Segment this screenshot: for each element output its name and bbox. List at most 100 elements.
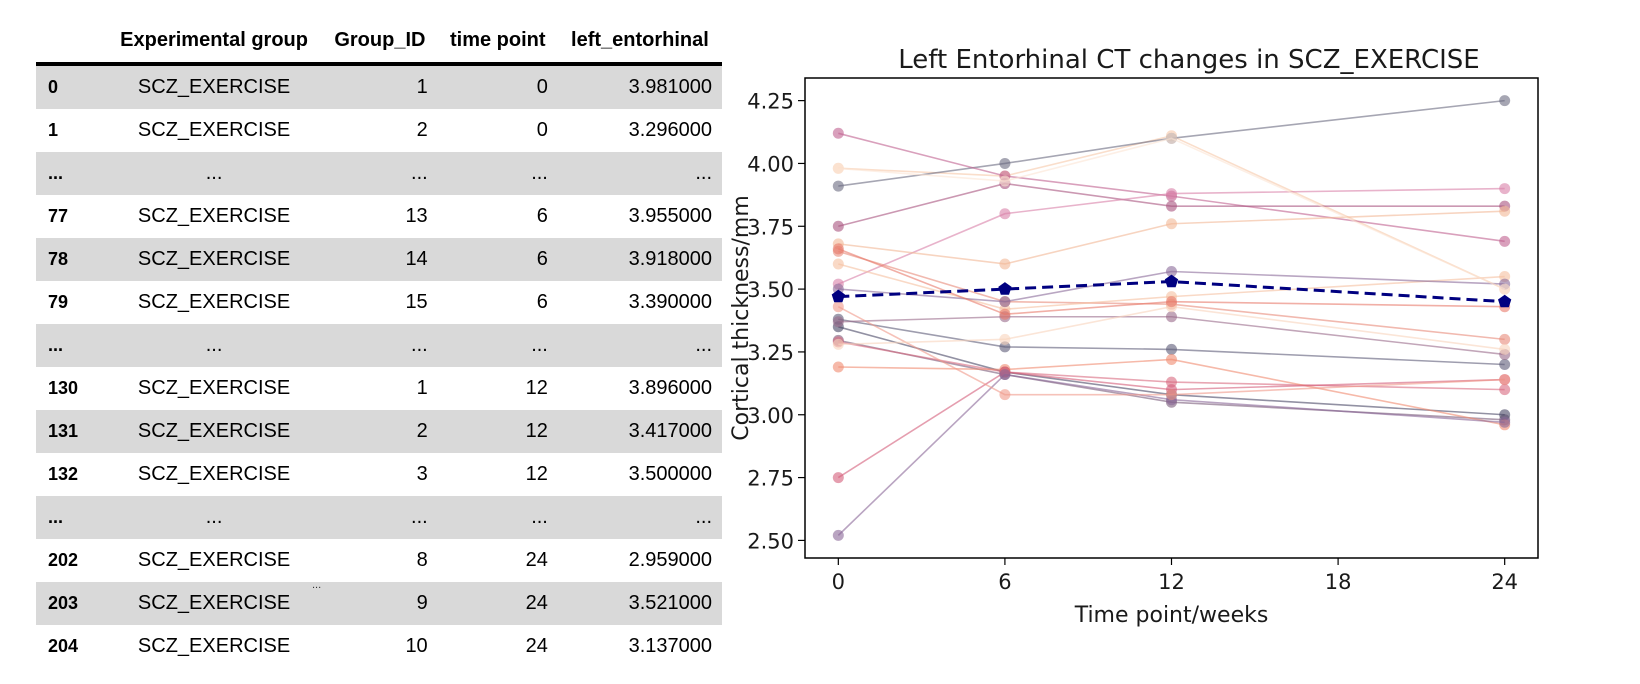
subject-point [999, 157, 1011, 169]
subject-point [832, 243, 844, 255]
left-entorhinal-cell: 2.959000 [628, 549, 712, 571]
x-tick-label: 24 [1491, 570, 1518, 594]
subject-point [832, 316, 844, 328]
group-id-cell: 13 [405, 205, 428, 227]
subject-line [838, 318, 1505, 366]
row-index-cell: 130 [48, 378, 79, 398]
subject-line [838, 263, 1505, 311]
subject-point [1499, 343, 1511, 355]
subject-line [837, 373, 1505, 536]
subject-point [1499, 95, 1511, 107]
y-tick-label: 3.00 [747, 404, 794, 428]
subject-point [1499, 374, 1511, 386]
row-index-cell: 131 [48, 421, 79, 441]
subject-point [832, 529, 844, 541]
mean-point-marker [831, 289, 845, 303]
row-index-cell: ... [48, 335, 64, 355]
subject-point [1499, 333, 1511, 345]
mean-point-marker [1498, 294, 1512, 308]
subject-point [1166, 389, 1177, 401]
y-tick-label: 4.25 [747, 90, 794, 114]
table-row: 132 SCZ_EXERCISE 3 12 3.500000 [36, 453, 722, 496]
group-id-cell: ... [411, 334, 428, 356]
experimental-group-cell: SCZ_EXERCISE [137, 248, 291, 270]
x-tick-label: 18 [1325, 570, 1352, 594]
left-entorhinal-cell: 3.896000 [628, 377, 712, 399]
stray-ellipsis-mark: ... [312, 579, 322, 591]
time-point-cell: 0 [536, 119, 548, 141]
subject-point [1166, 353, 1177, 365]
y-tick-label: 3.50 [747, 278, 794, 302]
left-entorhinal-cell: ... [695, 162, 712, 184]
left-entorhinal-cell: ... [695, 334, 712, 356]
row-index-cell: 132 [48, 464, 79, 484]
subject-point [999, 308, 1011, 320]
subject-point [832, 220, 844, 232]
subject-line [838, 134, 1506, 290]
subject-line [837, 305, 1505, 396]
subject-point [1166, 376, 1177, 388]
column-header-index [36, 18, 106, 66]
subject-point [832, 127, 844, 139]
time-point-cell: ... [531, 506, 548, 528]
left-entorhinal-cell: 3.390000 [628, 291, 712, 313]
experimental-group-cell: SCZ_EXERCISE [137, 205, 291, 227]
time-point-cell: 12 [525, 377, 548, 399]
subject-line [837, 371, 1505, 479]
table-row: 204 SCZ_EXERCISE 10 24 3.137000 [36, 625, 722, 668]
subject-point [1166, 218, 1177, 230]
subject-point [1499, 205, 1511, 217]
line-chart: Left Entorhinal CT changes in SCZ_EXERCI… [729, 45, 1539, 628]
table-row: 130 SCZ_EXERCISE 1 12 3.896000 [36, 367, 722, 410]
subject-line [838, 341, 1505, 391]
column-header-group-id: Group_ID [322, 18, 438, 66]
subject-point [832, 258, 844, 270]
subject-series [832, 132, 1511, 295]
table-row: 202 SCZ_EXERCISE 8 24 2.959000 [36, 539, 722, 582]
subject-point [1499, 384, 1511, 396]
time-point-cell: 6 [536, 291, 548, 313]
subject-point [999, 341, 1011, 353]
experimental-group-cell: ... [205, 506, 223, 528]
time-point-cell: 12 [525, 420, 548, 442]
row-index-cell: 77 [48, 206, 69, 226]
time-point-cell: 0 [536, 76, 548, 98]
x-axis-label: Time point/weeks [1074, 603, 1269, 628]
x-tick-label: 0 [832, 570, 845, 594]
subject-point [1499, 183, 1511, 195]
table-row: 77 SCZ_EXERCISE 13 6 3.955000 [36, 195, 722, 238]
table-body: 0 SCZ_EXERCISE 1 0 3.981000 1 SCZ_EXERCISE 2 0 3.… [36, 64, 722, 668]
group-id-cell: 1 [416, 76, 428, 98]
table-header: Experimental group Group_ID time point l… [36, 18, 722, 66]
experimental-group-cell: SCZ_EXERCISE [137, 420, 291, 442]
subject-point [999, 369, 1011, 381]
left-entorhinal-cell: 3.296000 [628, 119, 712, 141]
time-point-cell: 24 [525, 635, 548, 657]
time-point-cell: 24 [525, 592, 548, 614]
y-axis: 2.50 2.75 3.00 3.25 3.50 3.75 4.00 4.25 [747, 90, 805, 553]
table-row: 79 SCZ_EXERCISE 15 6 3.390000 [36, 281, 722, 324]
subject-line [838, 137, 1506, 290]
left-entorhinal-cell: 3.500000 [628, 463, 712, 485]
group-id-cell: ... [411, 506, 428, 528]
left-entorhinal-cell: ... [695, 506, 712, 528]
y-tick-label: 4.00 [747, 152, 794, 176]
group-id-cell: 1 [416, 377, 428, 399]
left-entorhinal-cell: 3.918000 [628, 248, 712, 270]
experimental-group-cell: ... [205, 334, 223, 356]
mean-series-layer [831, 274, 1512, 308]
plot-area-frame [804, 77, 1539, 559]
experimental-group-cell: SCZ_EXERCISE [137, 76, 291, 98]
mean-point-marker [1164, 274, 1179, 288]
chart-title: Left Entorhinal CT changes in SCZ_EXERCI… [898, 45, 1479, 75]
chart-container: Left Entorhinal CT changes in SCZ_EXERCI… [729, 30, 1620, 670]
subject-point [1166, 311, 1177, 323]
left-entorhinal-cell: 3.521000 [628, 592, 712, 614]
time-point-cell: 6 [536, 248, 548, 270]
subject-point [1499, 358, 1511, 370]
experimental-group-cell: SCZ_EXERCISE [137, 377, 291, 399]
subject-point [832, 472, 844, 484]
table-row: ............... [36, 152, 722, 195]
subject-series [832, 301, 1511, 355]
subject-line [838, 210, 1505, 265]
